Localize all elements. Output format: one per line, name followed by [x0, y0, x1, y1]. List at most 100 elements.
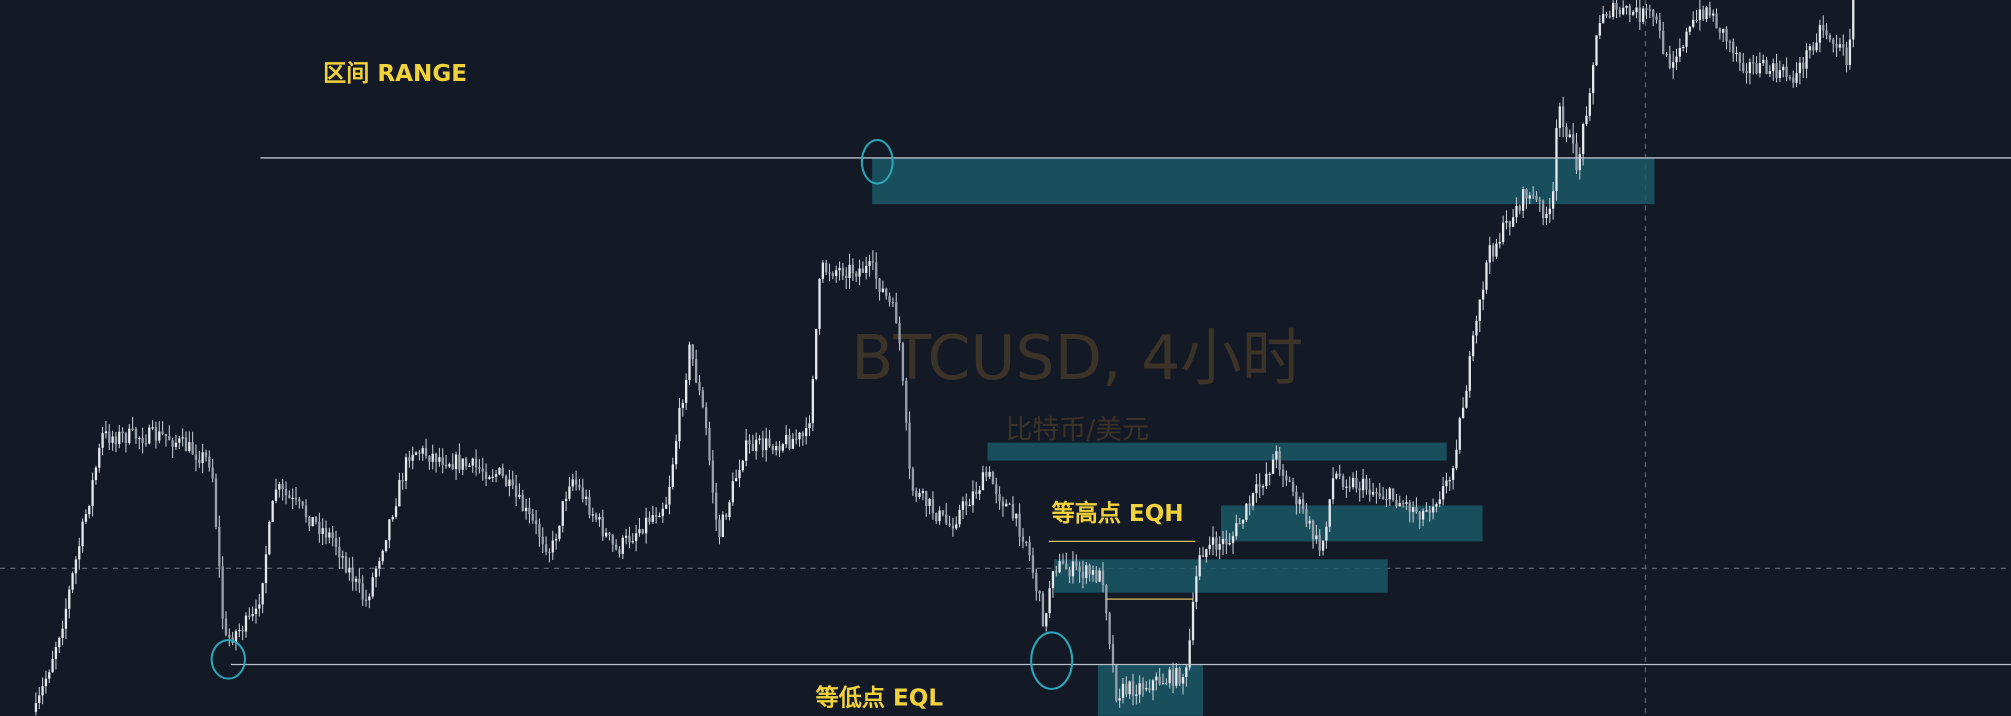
candle-body	[718, 519, 721, 538]
candle-body	[1682, 46, 1685, 49]
candle-body	[1698, 9, 1702, 21]
candle-body	[1411, 507, 1415, 512]
candle-body	[551, 540, 554, 553]
candle-body	[1365, 478, 1368, 490]
candle-body	[1311, 520, 1315, 540]
candle-body	[1048, 588, 1051, 614]
candle-body	[604, 532, 608, 537]
candle-body	[154, 427, 158, 441]
candle-body	[268, 521, 271, 555]
candle-body	[291, 497, 294, 500]
candle-body	[1091, 570, 1095, 575]
candle-body	[1625, 5, 1628, 8]
candle-body	[211, 467, 214, 479]
candle-body	[491, 476, 494, 478]
candle-body	[1085, 565, 1088, 579]
candle-body	[1148, 688, 1151, 691]
candle-body	[1481, 289, 1485, 300]
candle-body	[745, 440, 748, 461]
candle-body	[544, 544, 548, 553]
candle-body	[568, 486, 571, 499]
candle-body	[1345, 486, 1348, 488]
candle-body	[928, 499, 931, 506]
candle-body	[831, 273, 835, 277]
candle-body	[731, 481, 734, 503]
candle-body	[168, 436, 171, 441]
candle-body	[1025, 541, 1028, 543]
candle-body	[1331, 478, 1335, 500]
candle-body	[1151, 680, 1155, 691]
candle-body	[1485, 262, 1488, 290]
candle-body	[58, 637, 61, 648]
candle-body	[798, 432, 801, 440]
candle-body	[398, 479, 401, 507]
candle-body	[805, 427, 808, 437]
candle-body	[1348, 486, 1351, 488]
candle-body	[1285, 475, 1288, 481]
candle-body	[174, 442, 178, 447]
candle-body	[1565, 127, 1568, 138]
candle-body	[1315, 535, 1318, 540]
candle-body	[438, 457, 441, 462]
candle-body	[1752, 62, 1755, 64]
candle-body	[998, 494, 1001, 502]
candle-body	[388, 519, 391, 541]
candle-body	[801, 432, 805, 437]
candle-body	[851, 264, 855, 274]
candle-body	[1241, 519, 1245, 524]
candle-body	[1762, 60, 1765, 64]
candle-body	[891, 302, 895, 304]
candle-body	[1038, 590, 1041, 594]
candle-body	[1208, 544, 1211, 550]
candle-body	[1068, 569, 1071, 577]
candle-body	[1775, 63, 1778, 78]
candle-body	[1185, 667, 1188, 677]
candle-body	[1041, 593, 1045, 627]
eql-label: 等低点 EQL	[816, 685, 944, 712]
candle-body	[698, 382, 701, 391]
candle-body	[868, 261, 871, 266]
candle-body	[1638, 7, 1641, 22]
candle-body	[1662, 30, 1665, 55]
candle-body	[368, 596, 371, 601]
candle-body	[48, 672, 51, 679]
candle-body	[278, 484, 281, 490]
candle-body	[918, 493, 921, 497]
candle-body	[548, 552, 551, 554]
candle-body	[1278, 451, 1281, 470]
candle-body	[1475, 320, 1478, 336]
candle-body	[1788, 77, 1792, 79]
candle-body	[414, 452, 418, 455]
candle-body	[594, 514, 598, 520]
candle-body	[91, 480, 94, 506]
candle-body	[304, 505, 308, 518]
candle-body	[1758, 63, 1762, 74]
candle-body	[775, 446, 778, 451]
candle-body	[488, 477, 491, 479]
candle-body	[1295, 491, 1298, 505]
candle-body	[478, 467, 481, 469]
candle-body	[581, 487, 584, 500]
candle-body	[1221, 538, 1225, 545]
candle-body	[614, 544, 618, 550]
candle-body	[728, 502, 731, 518]
candle-body	[608, 532, 611, 535]
candle-body	[561, 501, 564, 526]
candle-body	[201, 452, 204, 464]
candle-body	[1455, 449, 1458, 469]
candle-body	[558, 525, 561, 539]
candle-body	[108, 431, 111, 443]
candle-body	[204, 452, 208, 457]
candle-body	[1531, 195, 1535, 197]
candle-body	[1061, 561, 1065, 564]
candle-body	[835, 270, 838, 277]
candle-body	[121, 431, 124, 434]
candle-body	[1822, 25, 1825, 31]
candle-body	[471, 458, 474, 466]
candle-body	[1368, 489, 1371, 495]
candle-body	[554, 538, 558, 541]
candle-body	[224, 618, 228, 635]
candle-body	[1205, 549, 1208, 558]
candle-body	[521, 494, 524, 512]
candle-body	[681, 402, 684, 408]
